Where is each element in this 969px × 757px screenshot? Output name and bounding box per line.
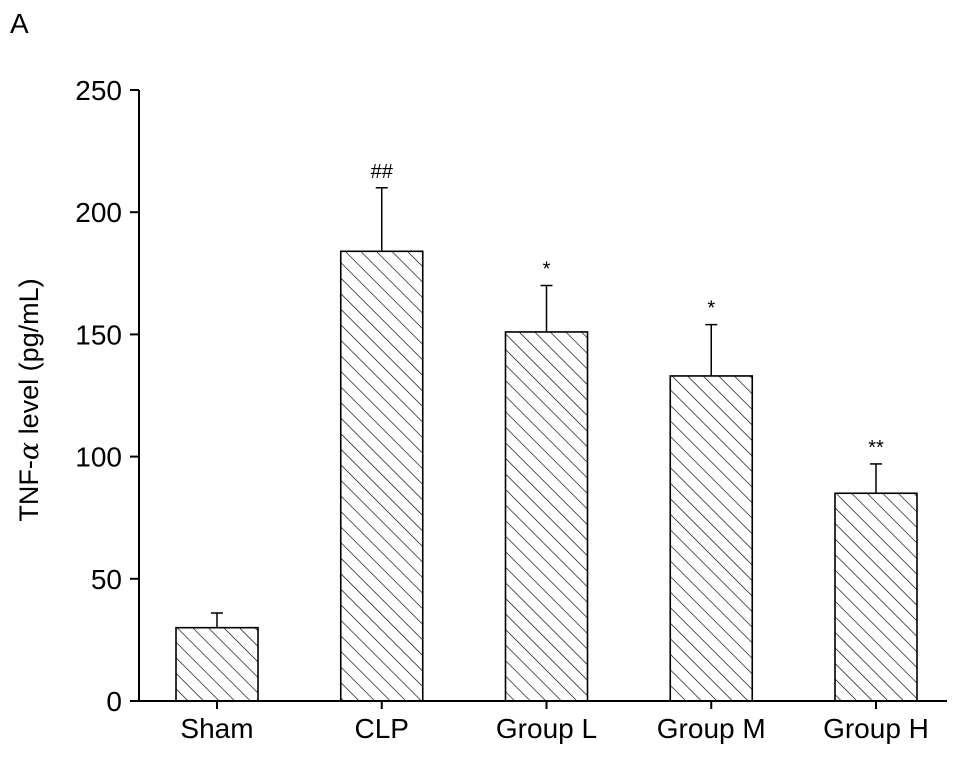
significance-labels: ##****: [371, 161, 884, 459]
bar-sham: [175, 626, 259, 702]
y-ticks: 0 50 100 150 200 250: [75, 75, 139, 717]
x-tick-label: Group H: [823, 713, 929, 744]
bar-group-h: [834, 492, 918, 702]
panel-label: A: [10, 8, 29, 39]
y-axis-label: TNF-α level (pg/mL): [14, 278, 45, 521]
significance-label: ##: [371, 161, 394, 183]
significance-label: *: [707, 298, 715, 320]
y-axis-label-prefix: TNF-: [14, 460, 44, 521]
bar-group-m: [669, 375, 754, 702]
y-tick-label: 200: [75, 197, 122, 228]
y-tick-label: 50: [91, 564, 122, 595]
y-axis-label-symbol: α: [14, 442, 45, 460]
y-tick-label: 100: [75, 442, 122, 473]
x-tick-labels: Sham CLP Group L Group M Group H: [180, 701, 929, 744]
bar-clp: [339, 250, 424, 702]
x-tick-label: Sham: [180, 713, 253, 744]
bar-group-l: [504, 331, 589, 702]
y-tick-label: 0: [106, 686, 122, 717]
bars: [175, 250, 918, 702]
y-tick-label: 150: [75, 319, 122, 350]
x-tick-label: Group L: [496, 713, 597, 744]
y-tick-label: 250: [75, 75, 122, 106]
significance-label: **: [868, 437, 884, 459]
significance-label: *: [543, 259, 551, 281]
error-bars: [211, 187, 882, 628]
y-axis-label-suffix: level (pg/mL): [14, 278, 44, 442]
x-tick-label: Group M: [657, 713, 766, 744]
x-tick-label: CLP: [355, 713, 409, 744]
